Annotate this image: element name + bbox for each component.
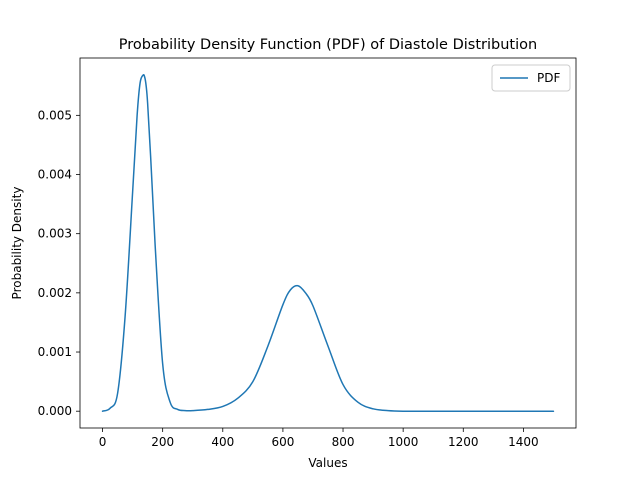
legend-label: PDF <box>537 71 560 85</box>
x-axis: 0 200 400 600 800 1000 1200 1400 <box>99 428 539 449</box>
plot-frame <box>79 57 577 429</box>
x-tick-label: 0 <box>99 435 107 449</box>
y-tick-label: 0.000 <box>38 404 72 418</box>
y-tick-label: 0.003 <box>38 227 72 241</box>
series-layer <box>101 73 555 412</box>
legend: PDF <box>491 64 571 92</box>
chart-title: Probability Density Function (PDF) of Di… <box>119 37 537 53</box>
y-tick-label: 0.001 <box>38 345 72 359</box>
x-tick-label: 800 <box>332 435 355 449</box>
x-tick-label: 1400 <box>508 435 539 449</box>
series-line-pdf <box>101 73 555 412</box>
y-tick-label: 0.002 <box>38 286 72 300</box>
x-tick-label: 1200 <box>448 435 479 449</box>
y-tick-label: 0.005 <box>38 108 72 122</box>
y-axis-label: Probability Density <box>10 187 24 300</box>
legend-box <box>491 64 571 92</box>
y-tick-label: 0.004 <box>38 168 72 182</box>
x-tick-label: 400 <box>211 435 234 449</box>
x-axis-label: Values <box>308 456 347 470</box>
x-tick-label: 200 <box>151 435 174 449</box>
x-tick-label: 1000 <box>388 435 419 449</box>
y-axis: 0.000 0.001 0.002 0.003 0.004 0.005 <box>38 108 80 418</box>
x-tick-label: 600 <box>271 435 294 449</box>
